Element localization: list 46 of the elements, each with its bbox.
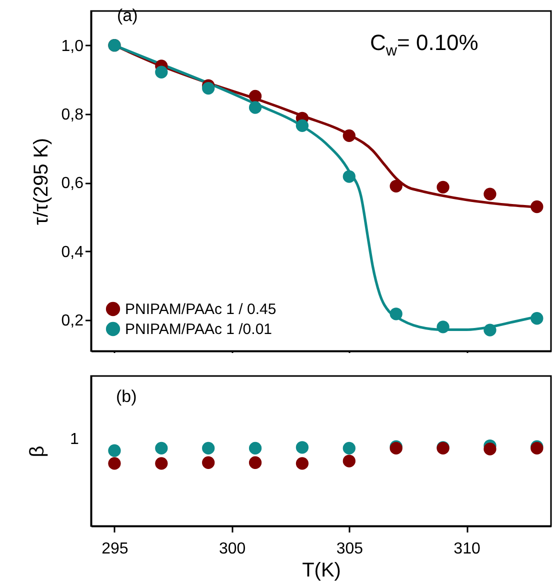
- point: [484, 324, 496, 336]
- point: [530, 312, 544, 325]
- point: [436, 180, 450, 194]
- point: [390, 180, 402, 192]
- x-tick-label: 305: [336, 540, 364, 558]
- y-axis-title: β: [26, 446, 48, 458]
- point: [248, 456, 262, 469]
- legend-label: PNIPAM/PAAc 1 / 0.45: [125, 301, 276, 318]
- point: [484, 188, 496, 200]
- point: [296, 119, 309, 132]
- y-tick-label: 1,0: [61, 38, 84, 55]
- point: [436, 320, 450, 334]
- annotation: C$_{w}$= 0.10%: [370, 30, 478, 60]
- point: [342, 129, 356, 142]
- y-tick-label: 0,2: [61, 312, 84, 330]
- point: [155, 442, 168, 455]
- point: [342, 170, 356, 183]
- x-tick-label: 310: [454, 540, 480, 558]
- point: [530, 200, 544, 214]
- y-tick-label: 0,8: [61, 106, 84, 124]
- point: [484, 442, 496, 456]
- point: [342, 442, 356, 455]
- point: [108, 457, 121, 470]
- point: [202, 456, 215, 469]
- annotation: (a): [117, 6, 138, 26]
- point: [390, 308, 402, 320]
- point: [248, 90, 262, 102]
- y-tick-label: 0,4: [61, 244, 84, 261]
- text: (b): [116, 387, 137, 407]
- point: [342, 454, 356, 468]
- point: [155, 66, 168, 78]
- point: [296, 441, 309, 454]
- legend-label: PNIPAM/PAAc 1 /0.01: [125, 321, 272, 338]
- text: 1: [70, 431, 79, 450]
- x-tick-label: 295: [102, 540, 128, 558]
- y-tick-label: 0,6: [61, 175, 84, 192]
- x-axis-title: T(K): [302, 560, 341, 581]
- y-axis-title: τ/τ(295 K): [30, 138, 52, 225]
- x-tick-label: 300: [218, 540, 246, 558]
- point: [296, 457, 309, 470]
- point: [202, 82, 215, 95]
- point: [248, 442, 262, 455]
- point: [155, 457, 168, 470]
- point: [248, 101, 262, 114]
- point: [108, 444, 121, 457]
- point: [202, 442, 215, 455]
